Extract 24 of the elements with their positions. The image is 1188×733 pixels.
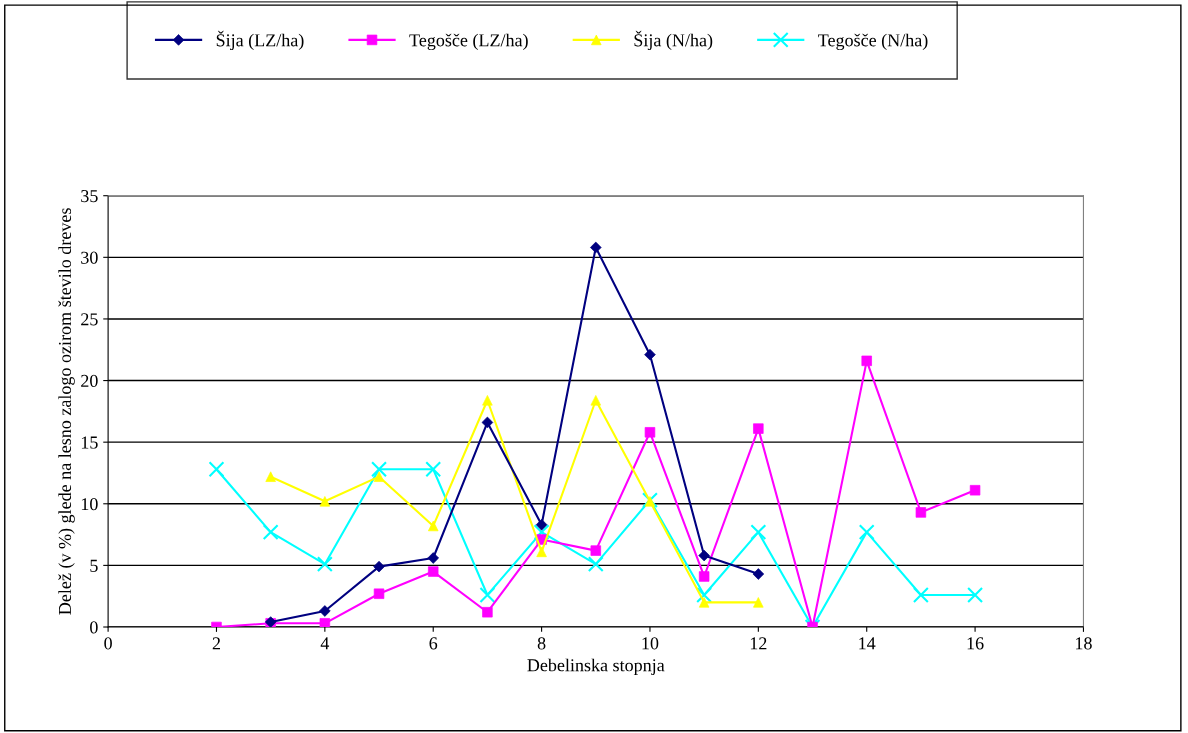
y-tick-label: 35 <box>81 190 98 203</box>
x-tick-label: 4 <box>320 637 330 650</box>
x-tick-label: 0 <box>104 637 112 650</box>
legend-label: Šija (N/ha) <box>634 30 713 51</box>
legend-label: Tegošče (N/ha) <box>818 33 928 51</box>
x-tick-label: 2 <box>212 637 220 650</box>
y-tick-label: 5 <box>90 559 98 572</box>
y-axis-title: Delež (v %) glede na lesno zalogo ozirom število dreves <box>58 208 75 615</box>
x-tick-label: 14 <box>859 637 876 650</box>
x-tick-label: 8 <box>537 637 546 650</box>
x-tick-label: 10 <box>642 637 659 650</box>
y-tick-label: 10 <box>81 498 98 511</box>
x-axis-title: Debelinska stopnja <box>527 658 665 676</box>
x-tick-label: 16 <box>967 637 984 650</box>
x-tick-label: 12 <box>750 637 767 650</box>
legend-label: Šija (LZ/ha) <box>216 30 304 51</box>
x-tick-label: 6 <box>429 637 438 650</box>
y-tick-label: 20 <box>81 374 98 387</box>
y-tick-label: 15 <box>81 436 98 449</box>
y-tick-label: 25 <box>81 313 98 326</box>
y-tick-label: 30 <box>81 251 98 264</box>
y-tick-label: 0 <box>90 621 98 634</box>
legend-label: Tegošče (LZ/ha) <box>409 33 528 51</box>
x-tick-label: 18 <box>1076 637 1092 650</box>
